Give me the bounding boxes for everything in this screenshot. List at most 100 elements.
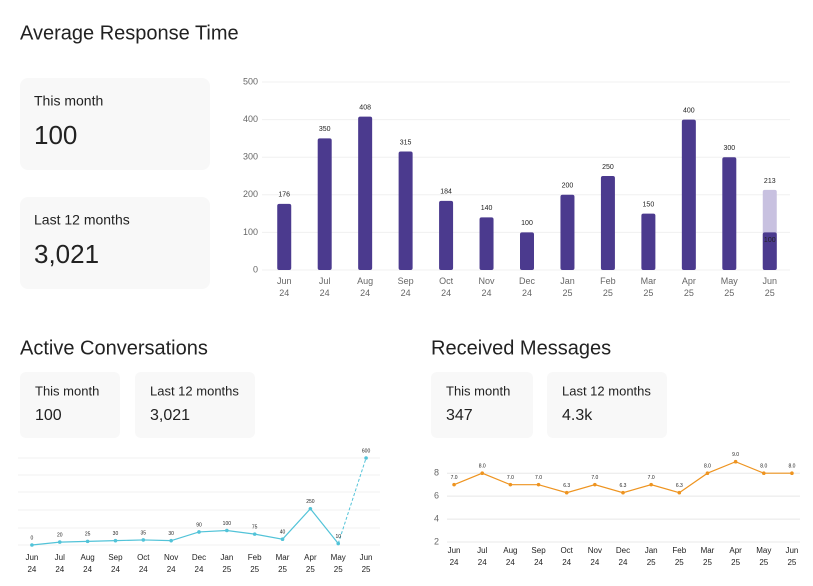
point [141,538,146,542]
data-label: 6.3 [563,483,570,489]
y-tick-label: 2 [434,536,439,546]
y-tick-label: 400 [243,114,258,124]
data-label: 35 [141,530,147,536]
x-tick-label: Oct 24 [439,276,454,298]
data-label: 600 [362,448,371,454]
x-tick-label: Jul 24 [477,546,487,567]
y-tick-label: 500 [243,76,258,86]
point [649,482,653,487]
section-title: Active Conversations [20,337,208,359]
x-tick-label: Mar 25 [276,553,290,574]
card-label: This month [35,383,99,398]
data-label: 8.0 [760,464,767,470]
data-label: 90 [196,522,202,528]
x-tick-label: Jun 24 [448,546,461,567]
point [30,543,34,547]
data-label: 200 [562,183,574,190]
data-label: 10 [335,534,341,540]
point [790,471,794,476]
bar [641,213,656,270]
x-tick-label: Mar 25 [701,546,715,567]
x-tick-label: Mar 25 [641,276,657,298]
x-tick-label: Dec 24 [192,553,206,574]
card-value: 3,021 [150,407,190,424]
x-tick-label: Nov 24 [588,546,602,567]
card-label: Last 12 months [562,383,651,398]
point [621,490,625,495]
x-tick-label: May 25 [721,276,739,298]
y-tick-label: 300 [243,152,258,162]
data-label: 25 [85,532,91,538]
point [480,471,485,476]
point [252,532,257,536]
data-label: 408 [359,104,371,111]
data-label: 30 [168,531,174,537]
y-tick-label: 0 [253,264,258,274]
card-value: 100 [34,120,77,150]
x-tick-label: Sep 24 [398,276,414,298]
x-tick-label: Apr 25 [729,546,742,567]
data-label: 184 [440,189,452,196]
x-tick-label: Sep 24 [108,553,123,574]
card-value: 347 [446,407,473,424]
point [308,506,313,511]
x-tick-label: Oct 24 [137,553,150,574]
bar [398,151,413,270]
data-label: 6.3 [676,483,683,489]
data-label: 7.0 [451,475,458,481]
card-value: 3,021 [34,239,99,269]
card [135,372,255,438]
data-label: 100 [764,237,776,244]
bar [439,200,454,270]
data-label: 350 [319,126,331,133]
data-label: 140 [481,205,493,212]
x-tick-label: Nov 24 [479,276,496,298]
x-tick-label: Jun 25 [763,276,778,298]
x-tick-label: Apr 25 [304,553,317,574]
x-tick-label: Sep 24 [531,546,546,567]
data-label: 0 [31,535,34,541]
y-tick-label: 100 [243,227,258,237]
card-label: Last 12 months [150,383,239,398]
card-label: This month [34,93,103,109]
background-grid [18,457,380,546]
x-tick-label: May 25 [756,546,771,567]
point [593,482,597,487]
x-tick-label: Nov 24 [164,553,178,574]
data-label: 250 [602,164,614,171]
point [225,528,229,533]
data-label: 8.0 [704,464,711,470]
card-label: Last 12 months [34,212,130,228]
x-tick-label: Jun 25 [785,546,798,567]
point [508,482,513,487]
card-value: 100 [35,407,62,424]
bar [722,157,737,270]
x-tick-label: Dec 24 [519,276,536,298]
card [431,372,533,438]
bar [317,138,332,270]
y-tick-label: 200 [243,189,258,199]
bar [762,232,777,270]
card-label: This month [446,383,510,398]
card [20,78,210,170]
data-label: 176 [278,192,290,199]
bar [560,194,575,270]
point [113,538,118,543]
data-label: 75 [252,524,258,530]
data-label: 300 [723,145,735,152]
x-tick-label: Jan 25 [560,276,575,298]
data-label: 30 [113,531,119,537]
x-tick-label: Feb 25 [672,546,686,567]
point [761,471,766,476]
point [564,490,569,495]
x-tick-label: Aug 24 [357,276,373,298]
y-tick-label: 6 [434,491,439,501]
x-tick-label: Dec 24 [616,546,630,567]
data-label: 7.0 [507,475,514,481]
point [733,459,738,464]
card-value: 4.3k [562,407,593,424]
card [547,372,667,438]
data-label: 400 [683,107,695,114]
data-label: 100 [521,220,533,227]
